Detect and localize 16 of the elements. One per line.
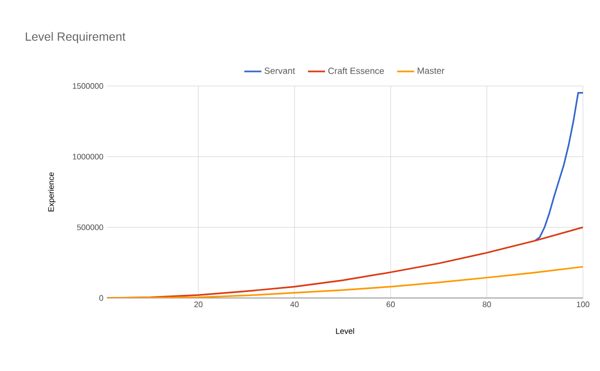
x-tick-label: 40 bbox=[290, 302, 299, 308]
x-tick-label: 80 bbox=[482, 302, 491, 308]
chart-title: Level Requirement bbox=[26, 32, 126, 44]
y-tick-label: 1000000 bbox=[72, 154, 104, 160]
x-tick-label: 20 bbox=[194, 302, 202, 308]
x-tick-label: 100 bbox=[576, 302, 590, 308]
legend-label: Master bbox=[418, 68, 444, 74]
legend-label: Servant bbox=[264, 68, 296, 74]
y-tick-label: 500000 bbox=[77, 224, 104, 230]
y-tick-label: 0 bbox=[99, 295, 104, 301]
line-series bbox=[534, 92, 583, 242]
legend-label: Craft Essence bbox=[328, 67, 384, 74]
y-tick-label: 1500000 bbox=[72, 83, 104, 89]
y-axis-title: Experience bbox=[48, 172, 56, 212]
x-axis-title: Level bbox=[336, 328, 354, 334]
x-tick-label: 60 bbox=[386, 302, 395, 308]
